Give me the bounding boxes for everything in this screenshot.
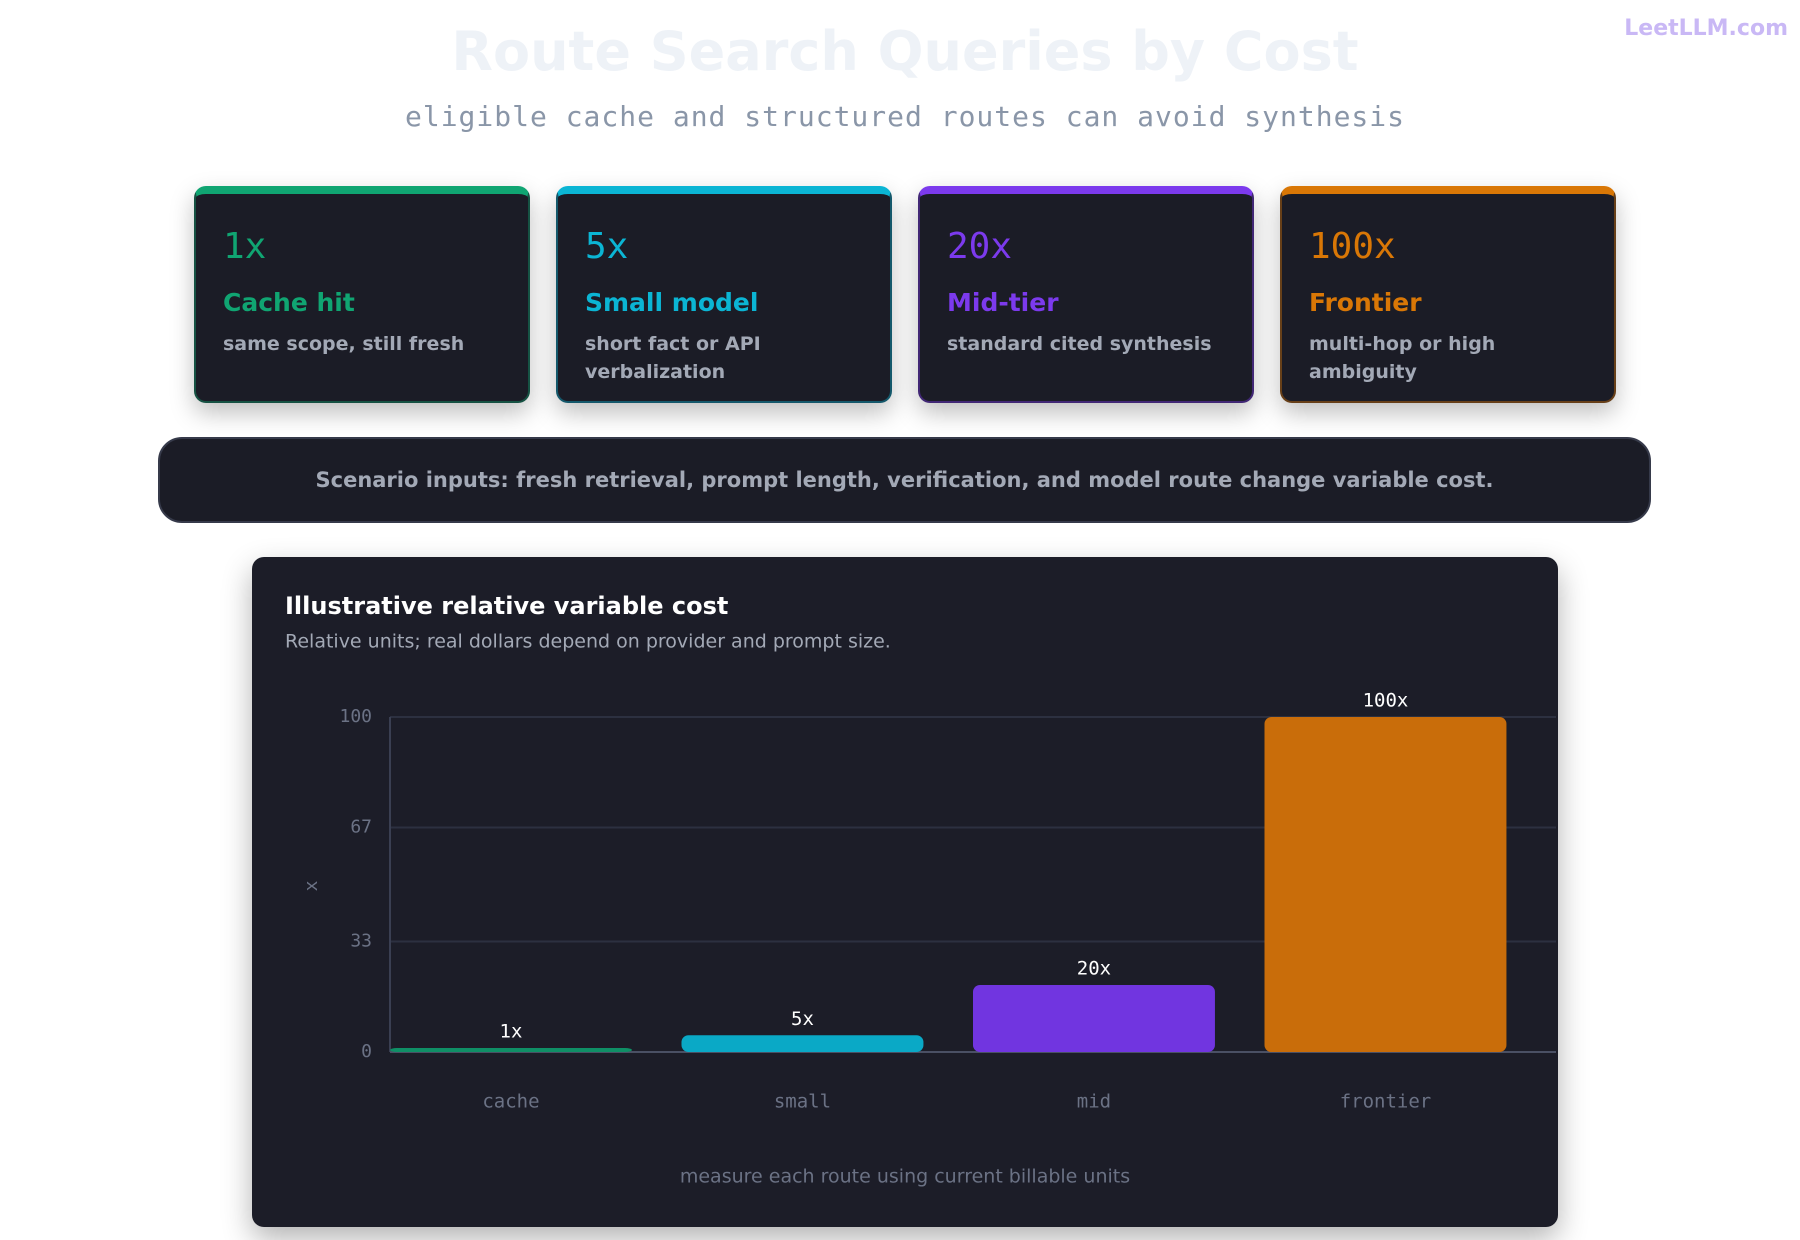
card-value: 100x — [1309, 226, 1396, 267]
route-card: 5x Small model short fact or API verbaliza… — [556, 186, 892, 403]
page-subtitle: eligible cache and structured routes can… — [404, 100, 1405, 133]
card-title: Mid-tier — [947, 288, 1059, 317]
x-tick-label: mid — [1077, 1091, 1111, 1113]
x-tick-label: small — [774, 1091, 831, 1113]
value-label: 5x — [791, 1008, 814, 1030]
x-tick-label: cache — [482, 1091, 539, 1113]
card-value: 1x — [223, 226, 267, 267]
bar — [681, 1035, 924, 1052]
value-label: 100x — [1363, 690, 1409, 712]
route-card: 1x Cache hit same scope, still fresh — [194, 186, 530, 403]
card-description: short fact or API verbalization — [585, 333, 761, 383]
card-description: standard cited synthesis — [947, 333, 1212, 355]
route-card: 20x Mid-tier standard cited synthesis — [918, 186, 1254, 403]
page-title: Route Search Queries by Cost — [451, 20, 1359, 83]
card-value: 5x — [585, 226, 629, 267]
card-value: 20x — [947, 226, 1013, 267]
card-title: Small model — [585, 288, 759, 317]
chart: Illustrative relative variable cost Rela… — [252, 557, 1558, 1227]
bar — [973, 985, 1215, 1052]
y-tick-label: 67 — [350, 817, 372, 838]
banner: Scenario inputs: fresh retrieval, prompt… — [158, 437, 1651, 523]
card-title: Cache hit — [223, 288, 355, 317]
y-tick-label: 100 — [339, 706, 372, 727]
chart-subtitle: Relative units; real dollars depend on p… — [285, 631, 891, 653]
y-axis-label: x — [301, 880, 322, 891]
chart-title: Illustrative relative variable cost — [285, 592, 728, 620]
x-tick-label: frontier — [1340, 1091, 1432, 1113]
logo[interactable]: LeetLLM.com — [1624, 16, 1788, 41]
route-card: 100x Frontier multi-hop or high ambiguity — [1280, 186, 1616, 403]
card-title: Frontier — [1309, 288, 1422, 317]
value-label: 20x — [1077, 958, 1111, 980]
y-tick-label: 33 — [350, 930, 372, 951]
card-description: same scope, still fresh — [223, 333, 465, 355]
value-label: 1x — [500, 1021, 523, 1043]
bar — [1264, 717, 1507, 1052]
bar — [390, 1048, 632, 1052]
y-tick-label: 0 — [361, 1041, 372, 1062]
card-description: multi-hop or high ambiguity — [1309, 333, 1496, 383]
chart-annotation: measure each route using current billabl… — [680, 1166, 1130, 1188]
